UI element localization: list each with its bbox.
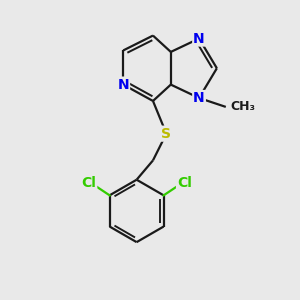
Text: N: N: [193, 32, 205, 46]
Text: S: S: [161, 127, 171, 141]
Text: Cl: Cl: [177, 176, 192, 190]
Text: N: N: [117, 78, 129, 92]
Text: N: N: [193, 91, 205, 105]
Text: Cl: Cl: [81, 176, 96, 190]
Text: CH₃: CH₃: [230, 100, 255, 113]
